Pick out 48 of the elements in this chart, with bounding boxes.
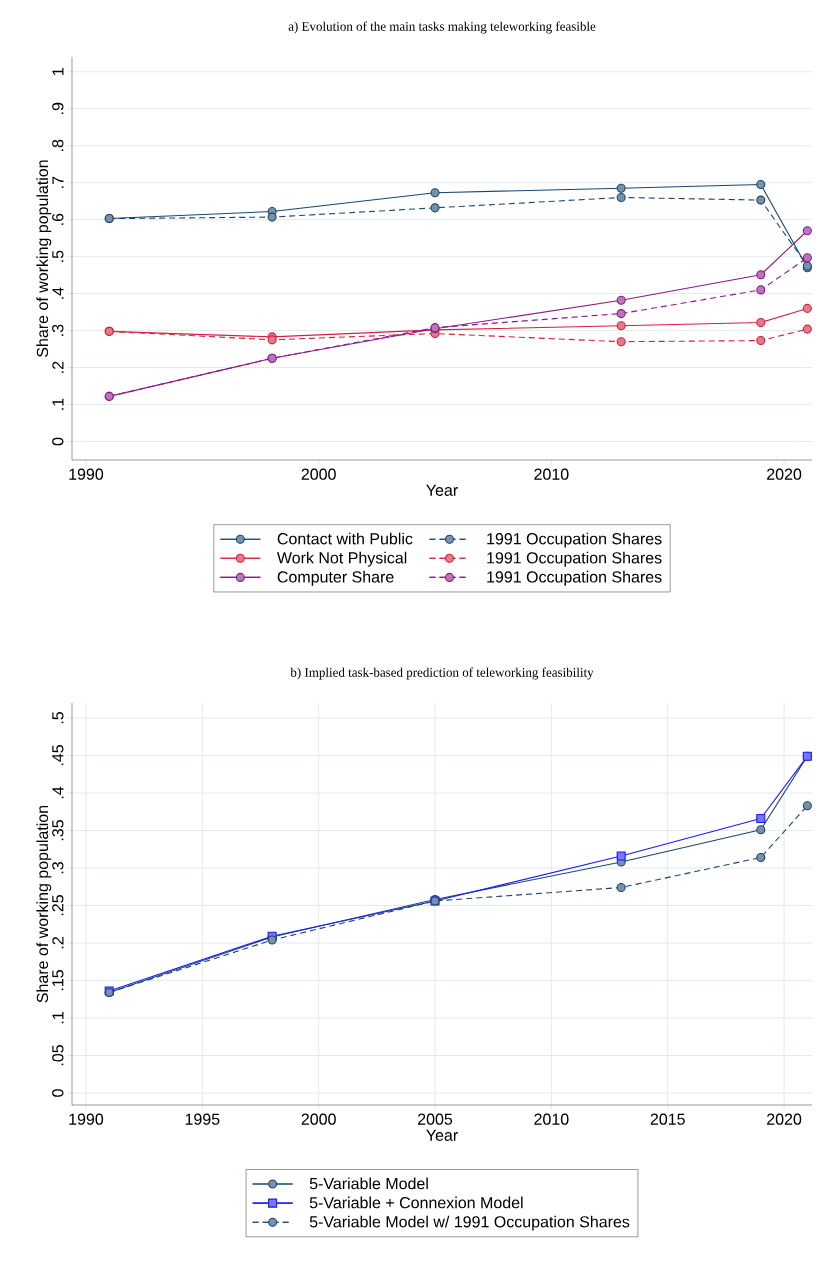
- y-tick-label: 0: [52, 437, 64, 446]
- x-tick-label: 2005: [418, 1113, 453, 1125]
- legend-label: 1991 Occupation Shares: [487, 532, 662, 548]
- y-tick-label: .25: [52, 895, 64, 916]
- x-tick-label: 2010: [534, 1113, 569, 1125]
- y-tick-label: .4: [52, 287, 64, 299]
- x-axis-title: Year: [426, 484, 458, 496]
- y-tick-label: .4: [52, 786, 64, 799]
- y-tick-label: 0: [52, 1089, 64, 1097]
- x-tick-label: 2000: [301, 1113, 336, 1125]
- y-tick-label: .8: [52, 139, 64, 151]
- y-axis-title: Share of working population: [36, 160, 52, 357]
- y-tick-label: .5: [52, 250, 64, 262]
- y-tick-label: .1: [52, 1012, 64, 1024]
- y-tick-label: .7: [52, 176, 64, 188]
- y-tick-label: .2: [52, 937, 64, 949]
- y-tick-label: .45: [52, 745, 64, 766]
- y-tick-label: .15: [52, 970, 64, 991]
- legend-label: 5-Variable Model: [309, 1177, 428, 1190]
- x-tick-label: 1990: [69, 1113, 104, 1125]
- x-tick-label: 1995: [185, 1113, 220, 1125]
- y-tick-label: .6: [52, 213, 64, 225]
- y-tick-label: .9: [52, 102, 64, 114]
- x-tick-label: 2015: [650, 1113, 685, 1125]
- y-axis-title: Share of working population: [36, 805, 52, 1003]
- legend-label: Contact with Public: [277, 532, 413, 545]
- legend-label: 5-Variable Model w/ 1991 Occupation Shares: [309, 1215, 630, 1231]
- x-tick-label: 2020: [767, 468, 802, 480]
- y-tick-label: .3: [52, 862, 64, 874]
- legend-label: 1991 Occupation Shares: [487, 570, 662, 586]
- y-tick-label: .3: [52, 324, 64, 336]
- chart-title: b) Implied task-based prediction of teleworking feasibility: [290, 667, 594, 680]
- y-tick-label: .5: [52, 712, 64, 724]
- legend-label: Computer Share: [277, 570, 394, 586]
- x-axis-title: Year: [426, 1129, 458, 1141]
- x-tick-label: 2000: [301, 468, 336, 480]
- y-tick-label: 1: [52, 68, 64, 76]
- x-tick-label: 2010: [534, 468, 569, 480]
- x-tick-label: 1990: [69, 468, 104, 480]
- legend-label: 5-Variable + Connexion Model: [309, 1196, 523, 1209]
- x-tick-label: 2020: [767, 1113, 802, 1125]
- legend-label: 1991 Occupation Shares: [487, 551, 662, 567]
- y-tick-label: .1: [52, 398, 64, 410]
- y-tick-label: .05: [52, 1045, 64, 1066]
- legend-label: Work Not Physical: [276, 551, 407, 567]
- y-tick-label: .35: [52, 820, 64, 841]
- chart-title: a) Evolution of the main tasks making teleworking feasible: [288, 21, 596, 34]
- y-tick-label: .2: [52, 361, 64, 373]
